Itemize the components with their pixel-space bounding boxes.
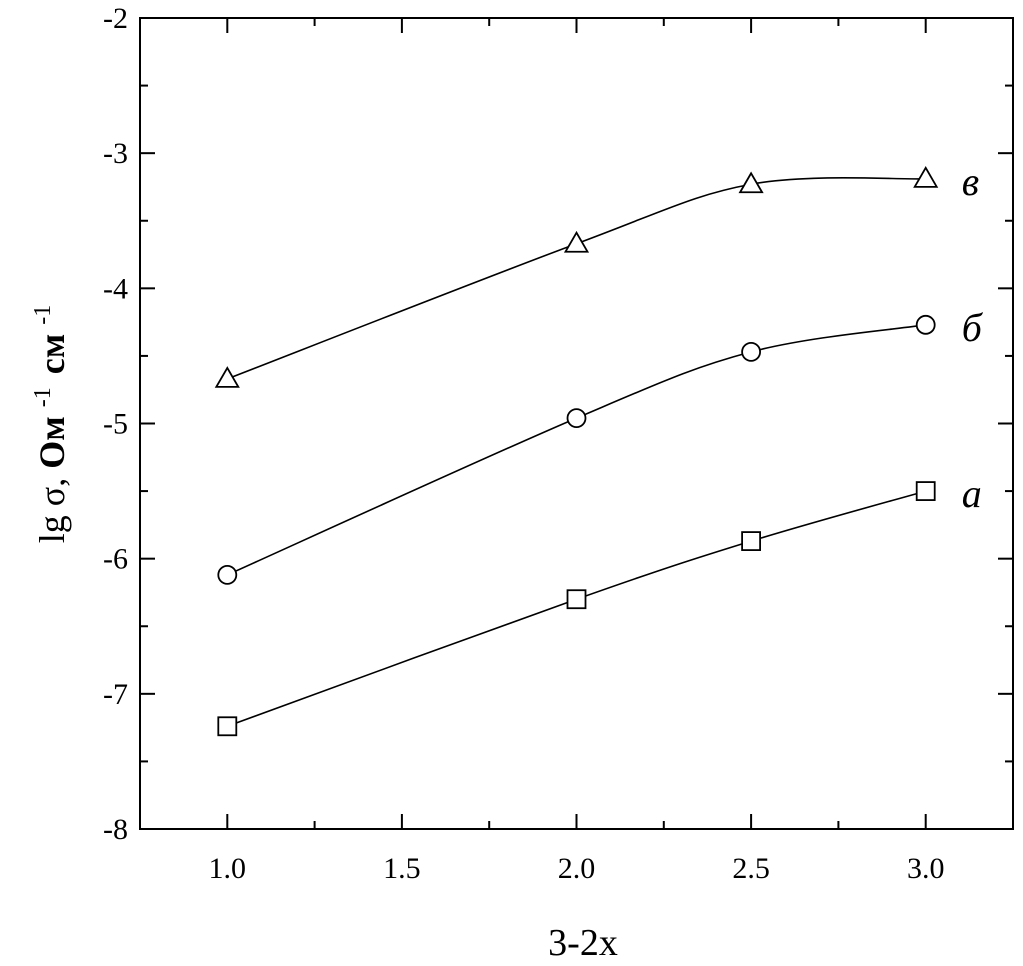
data-point-square: [915, 481, 936, 501]
y-tick-label: -6: [103, 543, 128, 576]
series-3: [214, 166, 939, 388]
x-tick-label: 2.0: [558, 852, 596, 885]
series-label: б: [962, 305, 984, 350]
ticks: [140, 17, 1013, 830]
y-axis-title-exp2: -1: [30, 305, 56, 325]
series-label: а: [962, 471, 982, 516]
series-1: [217, 481, 936, 737]
data-point-triangle: [913, 166, 939, 188]
y-axis-title-unit2: см: [32, 334, 72, 375]
data-point-square: [566, 589, 587, 610]
x-tick-label: 1.0: [209, 852, 247, 885]
tick-labels: 1.0 1.5 2.0 2.5 3.0 -8 -7 -6 -5 -4 -3 -2: [103, 2, 944, 885]
series-group: [214, 166, 939, 737]
data-point-circle: [217, 564, 238, 585]
data-point-square: [741, 531, 761, 551]
y-tick-label: -7: [103, 678, 128, 711]
series-2: [217, 314, 936, 585]
y-axis-title: lg σ, Ом -1 см -1: [18, 305, 72, 543]
data-point-circle: [915, 314, 936, 335]
x-axis-title: 3-2x: [548, 922, 618, 964]
y-tick-label: -8: [103, 813, 128, 846]
data-point-circle: [741, 341, 761, 362]
y-tick-label: -3: [103, 137, 128, 170]
data-point-triangle: [563, 230, 590, 253]
y-axis-title-exp1: -1: [30, 387, 56, 407]
data-point-triangle: [214, 366, 240, 388]
data-point-triangle: [738, 171, 764, 194]
y-tick-label: -4: [103, 272, 128, 305]
y-axis-title-unit1: Ом: [32, 416, 72, 469]
x-tick-label: 3.0: [907, 852, 945, 885]
y-tick-label: -5: [103, 408, 128, 441]
y-axis-title-prefix: lg σ,: [32, 469, 72, 543]
data-point-square: [217, 716, 238, 737]
series-line: [227, 490, 926, 728]
x-tick-label: 1.5: [383, 852, 421, 885]
series-line: [226, 324, 926, 576]
y-tick-label: -2: [103, 2, 128, 35]
x-tick-label: 2.5: [732, 852, 770, 885]
series-label: в: [962, 159, 979, 204]
data-point-circle: [566, 408, 587, 428]
series-labels: а б в: [962, 159, 984, 516]
series-line: [227, 177, 926, 380]
